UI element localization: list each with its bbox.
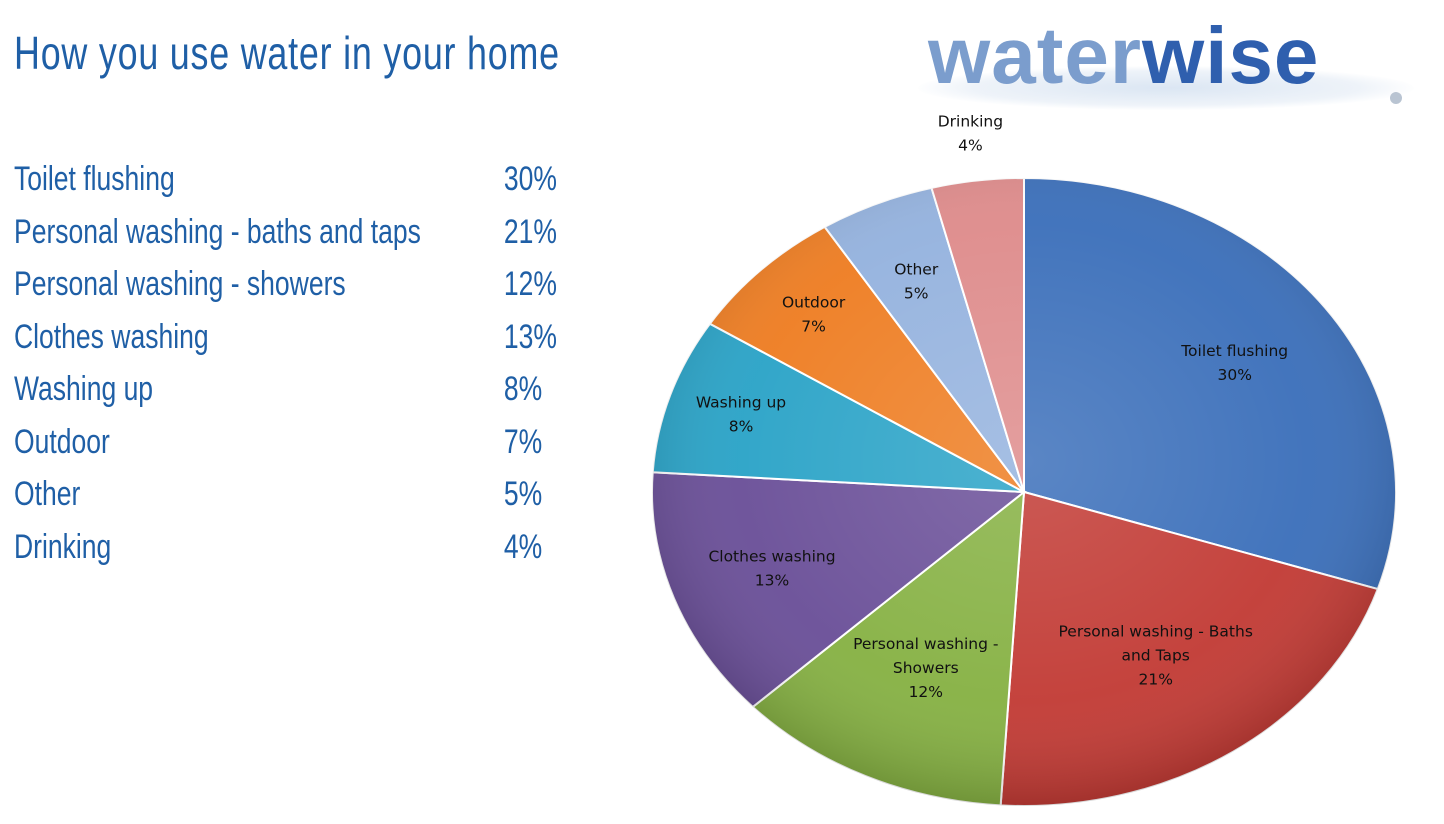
list-item: Personal washing - baths and taps 21% [14, 212, 557, 266]
list-item-label: Washing up [14, 370, 154, 408]
pie-slice-percent: 12% [909, 683, 943, 701]
list-item-label: Other [14, 475, 81, 513]
pie-slice-label-clothes-washing: Clothes washing 13% [708, 548, 835, 590]
list-item-label: Personal washing - showers [14, 265, 346, 303]
pie-slice-label-personal-washing-showers: Personal washing - Showers 12% [853, 635, 998, 701]
list-item: Washing up 8% [14, 370, 542, 423]
list-item-value: 7% [503, 422, 543, 461]
list-item-value: 13% [503, 317, 557, 356]
pie-slice-name: and Taps [1121, 647, 1189, 665]
list-item: Outdoor 7% [14, 422, 542, 476]
pie-slice-label-drinking: Drinking 4% [938, 113, 1003, 155]
list-item-label: Outdoor [14, 422, 110, 461]
list-item-value: 4% [503, 527, 543, 566]
pie-slice-name: Toilet flushing [1180, 342, 1288, 360]
list-item: Other 5% [14, 475, 542, 528]
list-item: Drinking 4% [14, 527, 542, 581]
pie-slice-percent: 21% [1138, 671, 1172, 689]
pie-slice-label-other: Other 5% [894, 261, 939, 303]
pie-slice-name: Showers [893, 659, 959, 677]
pie-slice-name: Clothes washing [708, 548, 835, 566]
pie-slice-percent: 8% [729, 417, 754, 435]
list-item: Personal washing - showers 12% [14, 265, 557, 318]
pie-slice-percent: 13% [755, 572, 789, 590]
pie-slice-percent: 5% [904, 285, 929, 303]
logo-word-wise: wise [1141, 11, 1320, 100]
usage-list: Toilet flushing 30% Personal washing - ba… [14, 160, 614, 580]
list-item: Toilet flushing 30% [14, 160, 557, 213]
pie-slice-percent: 4% [958, 137, 983, 155]
pie-slice-label-outdoor: Outdoor 7% [782, 293, 846, 335]
list-item-value: 8% [503, 370, 543, 408]
waterwise-logo: waterwise [918, 8, 1418, 118]
logo-wordmark: waterwise [928, 8, 1319, 104]
list-item-label: Toilet flushing [14, 160, 175, 198]
list-item: Clothes washing 13% [14, 317, 557, 371]
list-item-value: 21% [503, 212, 557, 251]
pie-slice-name: Outdoor [782, 293, 846, 311]
pie-slice-percent: 30% [1217, 366, 1251, 384]
pie-slice-name: Washing up [696, 393, 786, 411]
pie-slice-name: Personal washing - Baths [1058, 623, 1252, 641]
list-item-value: 12% [503, 265, 557, 303]
pie-slice-name: Drinking [938, 113, 1003, 131]
page-title: How you use water in your home [14, 27, 560, 79]
pie-slice-percent: 7% [801, 317, 826, 335]
pie-slice-label-toilet-flushing: Toilet flushing 30% [1180, 342, 1288, 384]
logo-dot [1390, 92, 1402, 104]
pie-slice-label-washing-up: Washing up 8% [696, 393, 786, 435]
pie-slice-name: Other [894, 261, 939, 279]
list-item-value: 5% [503, 475, 543, 513]
logo-word-water: water [928, 11, 1142, 100]
list-item-label: Drinking [14, 527, 112, 566]
pie-slice-label-personal-washing-baths-and-taps: Personal washing - Baths and Taps 21% [1058, 623, 1252, 689]
list-item-value: 30% [503, 160, 557, 198]
list-item-label: Personal washing - baths and taps [14, 212, 421, 251]
list-item-label: Clothes washing [14, 317, 209, 356]
pie-slice-name: Personal washing - [853, 635, 998, 653]
logo-wave-shape [918, 66, 1414, 110]
